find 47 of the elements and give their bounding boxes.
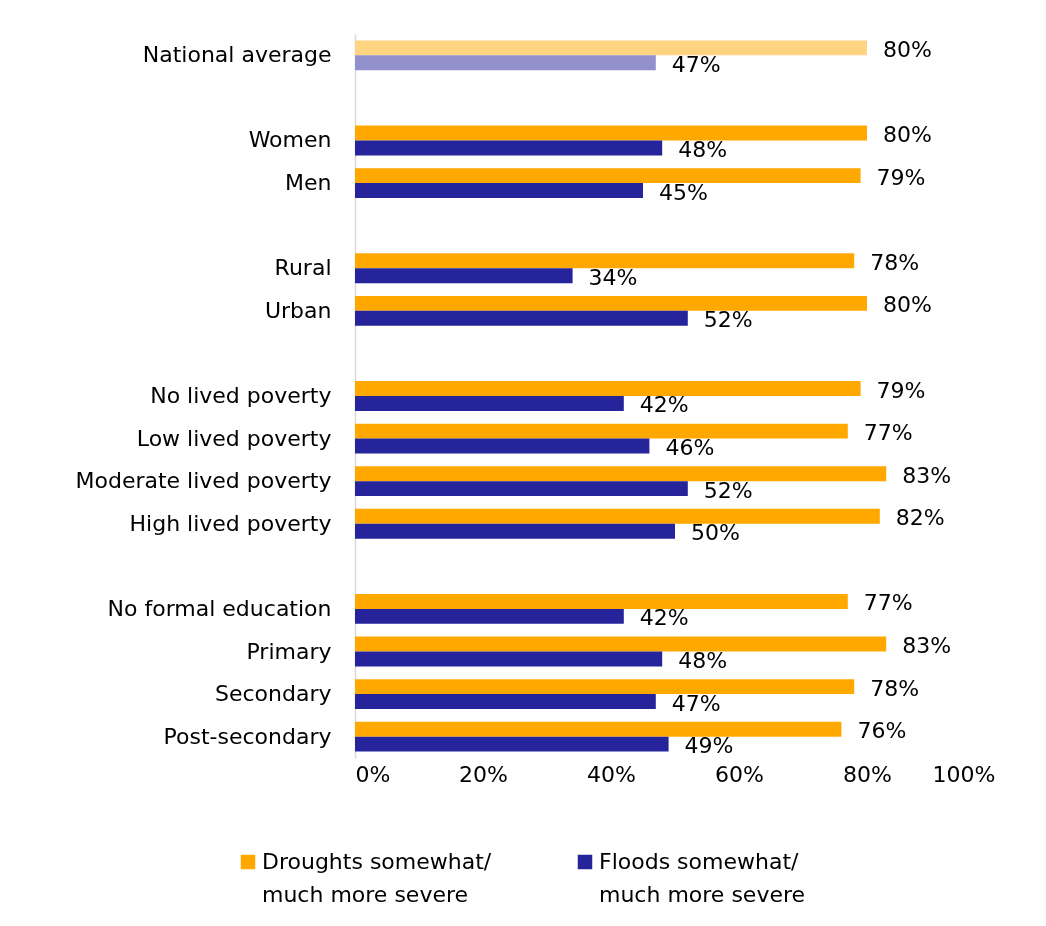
x-tick-label: 20% [459,761,508,787]
data-label: 46% [665,435,715,461]
y-tick-label: Women [248,127,332,153]
data-label: 79% [876,164,926,190]
data-label: 47% [671,690,721,716]
x-tick-label: 0% [355,761,391,787]
data-label: 76% [857,718,907,744]
data-label: 82% [895,505,945,531]
data-label: 52% [703,477,753,503]
data-label: 80% [883,122,932,148]
y-tick-label: Post-secondary [163,723,332,749]
data-label: 83% [902,633,952,659]
data-label: 80% [883,292,932,318]
x-tick-label: 60% [715,761,764,787]
y-tick-label: No formal education [107,595,332,621]
data-label: 49% [684,733,734,759]
data-label: 78% [870,675,920,701]
y-tick-label: National average [142,42,332,68]
y-tick-label: No lived poverty [150,383,332,408]
data-label: 42% [639,392,689,418]
data-label: 77% [863,590,913,616]
y-tick-label: Primary [246,638,332,664]
data-label: 50% [691,520,740,546]
y-tick-label: Secondary [214,681,332,707]
y-tick-label: High lived poverty [129,510,332,536]
y-tick-label: Urban [264,297,332,323]
data-label: 48% [678,647,728,673]
data-label: 42% [639,605,689,631]
data-label: 78% [870,249,920,275]
data-label: 83% [902,462,952,488]
x-tick-label: 80% [843,761,892,787]
x-tick-label: 100% [932,761,996,787]
data-label: 79% [876,377,926,403]
data-label: 48% [678,136,728,162]
y-tick-label: Rural [274,255,332,281]
data-label: 34% [588,264,638,290]
x-tick-label: 40% [587,761,636,787]
data-label: 77% [863,420,913,446]
data-label: 52% [703,307,753,333]
data-label: 45% [659,179,708,205]
data-label: 47% [671,51,721,77]
y-tick-label: Men [285,170,332,196]
legend-label: Droughts somewhat/ much more severe [262,849,492,907]
y-tick-label: Low lived poverty [136,425,332,451]
data-label: 80% [883,36,932,62]
y-tick-label: Moderate lived poverty [75,468,332,494]
legend-label: Floods somewhat/ much more severe [599,849,806,907]
